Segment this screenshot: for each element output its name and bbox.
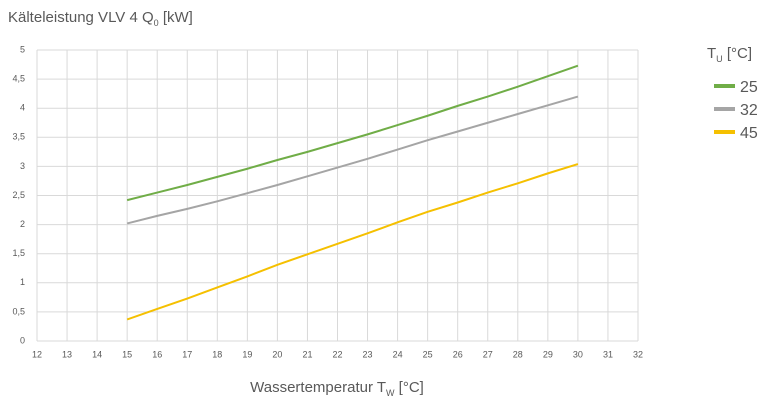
x-tick-label: 32: [633, 349, 643, 359]
y-tick-label: 5: [20, 44, 25, 54]
legend-label: 45: [740, 125, 758, 142]
legend-title-subscript: U: [716, 54, 723, 64]
x-axis-label: Wassertemperatur TW [°C]: [250, 379, 424, 398]
legend-title-part: T: [707, 45, 716, 62]
title-part: Kälteleistung VLV 4 Q: [8, 9, 154, 26]
y-tick-label: 2: [20, 219, 25, 229]
chart-title: Kälteleistung VLV 4 Q0 [kW]: [8, 9, 193, 28]
x-tick-label: 20: [272, 349, 282, 359]
x-label-part: [°C]: [395, 379, 424, 396]
series-line: [126, 64, 579, 202]
x-label-subscript: W: [386, 388, 395, 398]
legend-title-part: [°C]: [723, 45, 752, 62]
y-tick-label: 3,5: [12, 132, 25, 142]
legend-label: 25: [740, 79, 758, 96]
x-tick-label: 30: [573, 349, 583, 359]
x-tick-label: 25: [423, 349, 433, 359]
y-tick-label: 3: [20, 161, 25, 171]
x-tick-label: 23: [363, 349, 373, 359]
x-tick-label: 17: [182, 349, 192, 359]
x-tick-label: 26: [453, 349, 463, 359]
series-line: [126, 95, 579, 225]
title-subscript: 0: [154, 18, 159, 28]
legend-title: TU [°C]: [707, 45, 752, 64]
y-tick-label: 4: [20, 103, 25, 113]
x-label-part: Wassertemperatur T: [250, 379, 386, 396]
x-tick-label: 18: [212, 349, 222, 359]
y-tick-label: 1,5: [12, 248, 25, 258]
x-tick-label: 12: [32, 349, 42, 359]
title-part: [kW]: [159, 9, 193, 26]
x-tick-label: 14: [92, 349, 102, 359]
x-tick-label: 15: [122, 349, 132, 359]
y-tick-label: 0,5: [12, 306, 25, 316]
y-tick-label: 2,5: [12, 190, 25, 200]
x-tick-label: 19: [242, 349, 252, 359]
x-tick-label: 13: [62, 349, 72, 359]
legend-label: 32: [740, 102, 758, 119]
x-tick-label: 22: [332, 349, 342, 359]
x-tick-label: 31: [603, 349, 613, 359]
x-tick-label: 27: [483, 349, 493, 359]
y-tick-label: 4,5: [12, 73, 25, 83]
y-tick-label: 0: [20, 335, 25, 345]
x-tick-label: 24: [393, 349, 403, 359]
x-tick-label: 29: [543, 349, 553, 359]
series-line: [126, 163, 579, 321]
x-tick-label: 28: [513, 349, 523, 359]
y-tick-label: 1: [20, 277, 25, 287]
x-tick-label: 21: [302, 349, 312, 359]
x-tick-label: 16: [152, 349, 162, 359]
